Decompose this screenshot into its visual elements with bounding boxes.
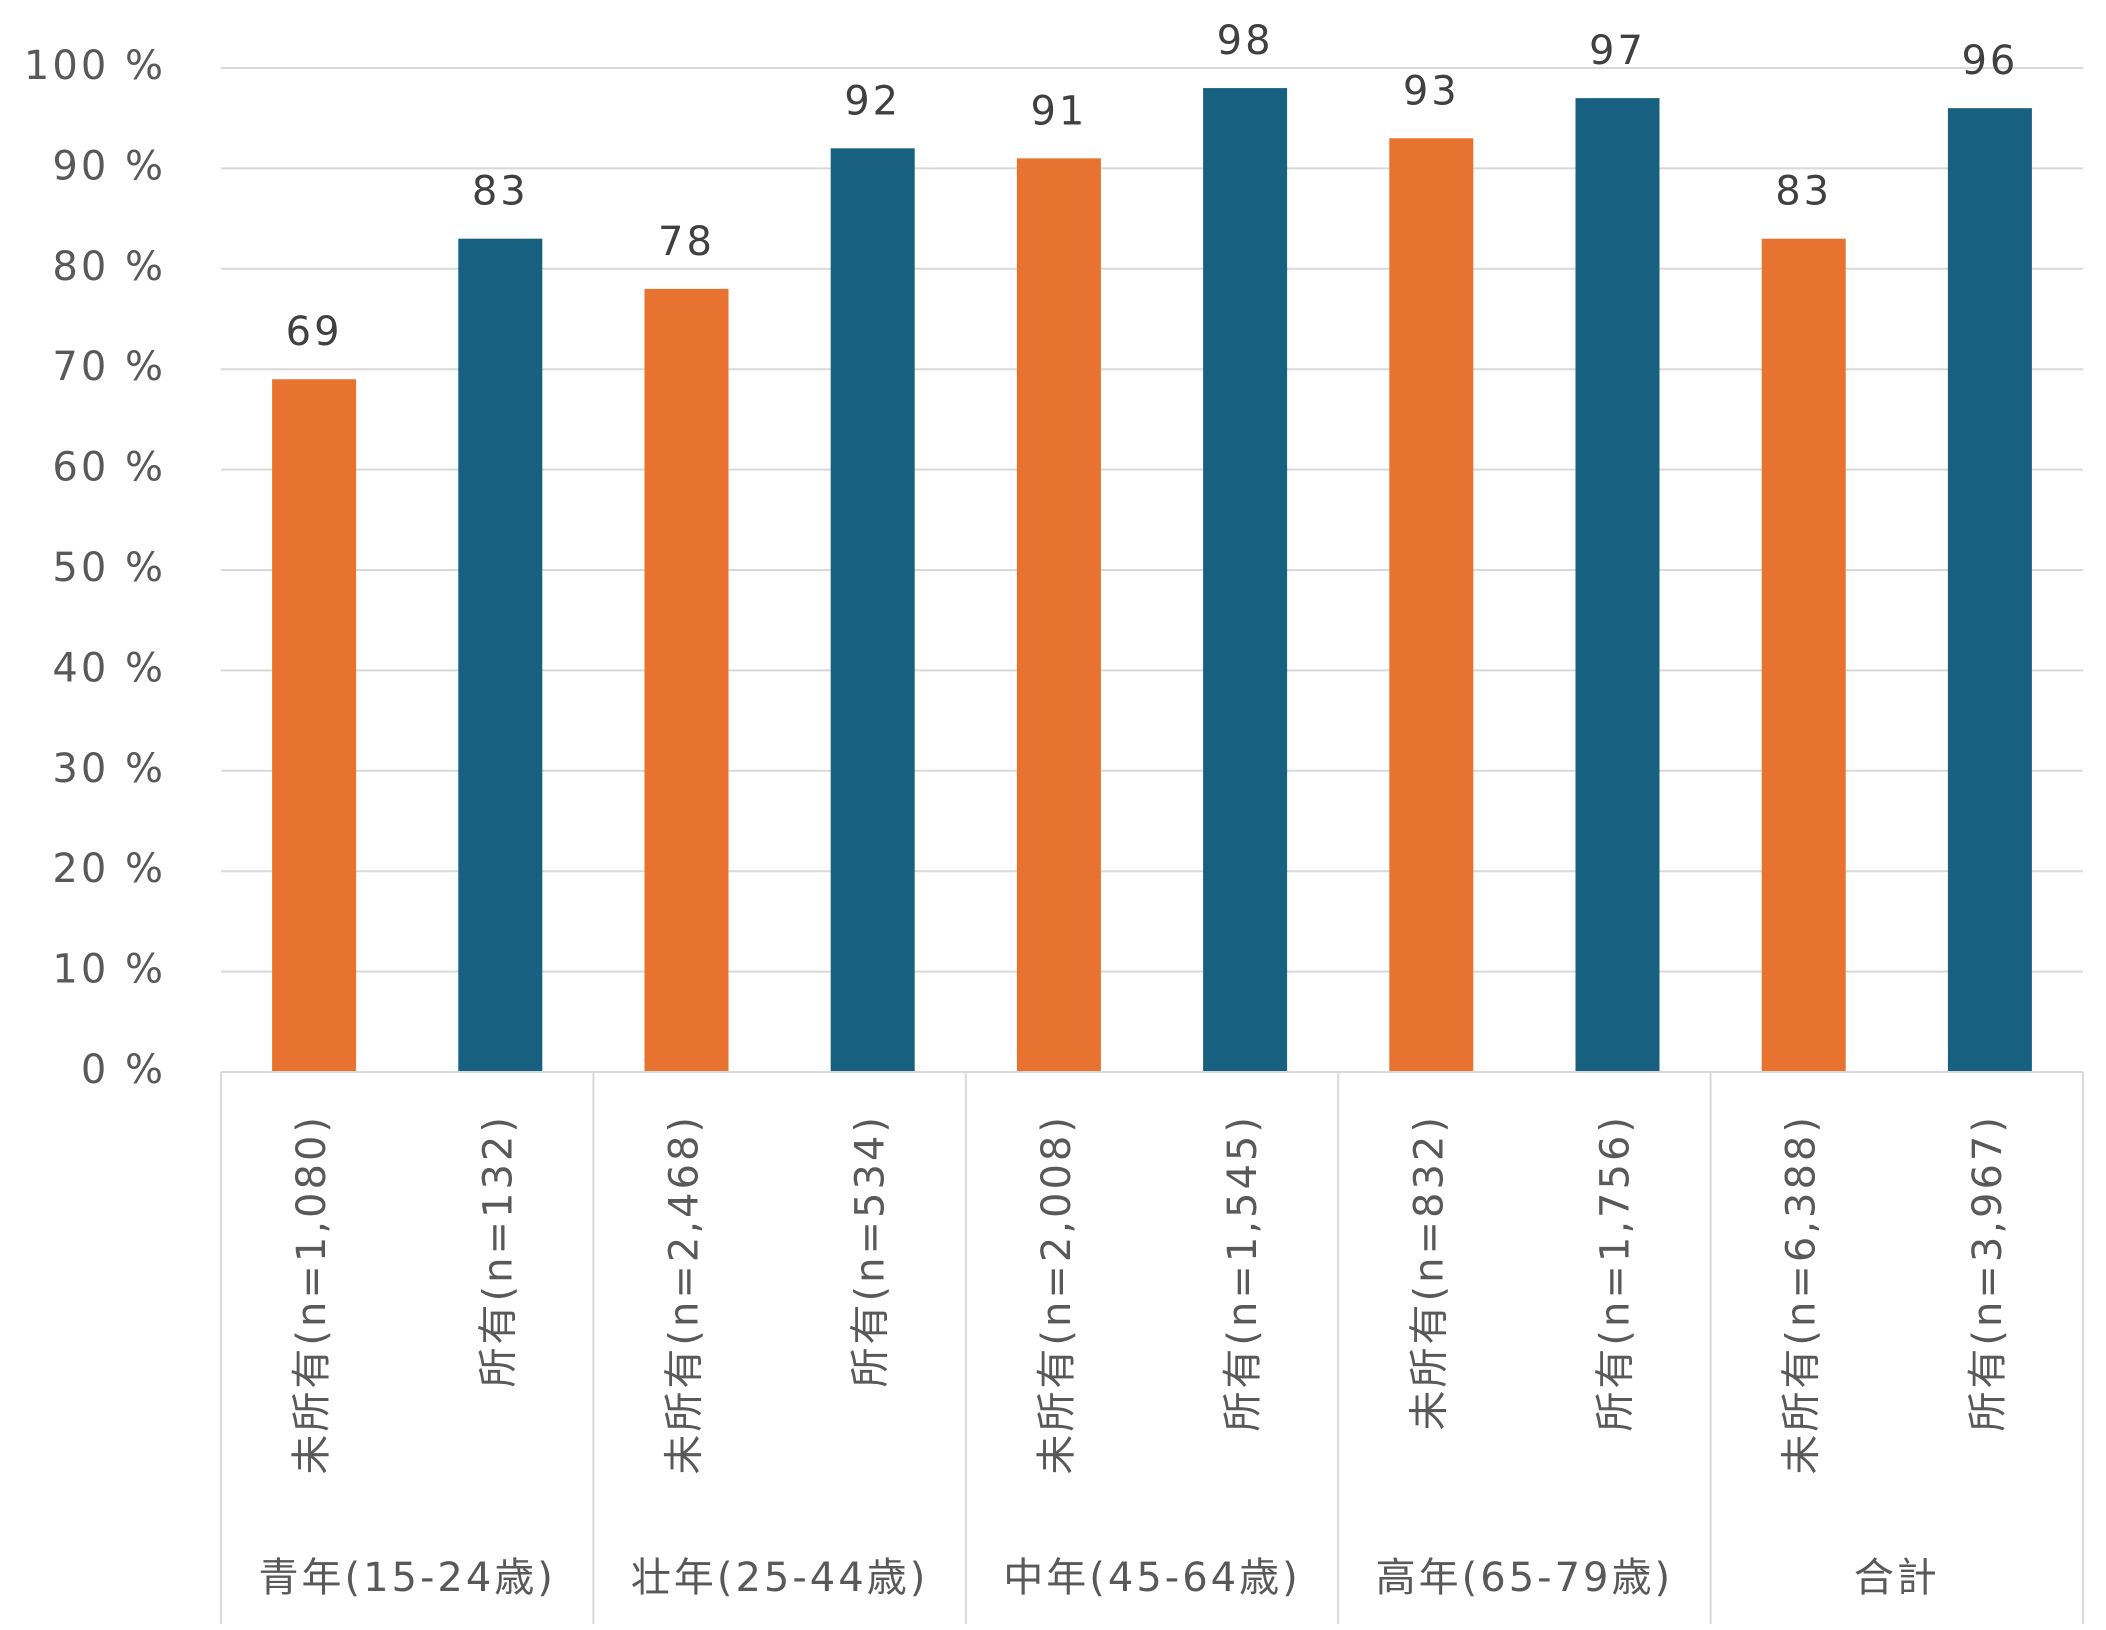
y-tick-label: 50 % (52, 545, 166, 591)
y-tick-label: 90 % (52, 143, 166, 189)
x-tick-label: 未所有(n=6,388) (1779, 1114, 1825, 1475)
value-label: 96 (1961, 38, 2018, 84)
x-tick-label: 所有(n=132) (475, 1114, 521, 1387)
value-label: 98 (1217, 18, 1274, 64)
value-label: 83 (1775, 169, 1832, 215)
value-label: 91 (1030, 88, 1087, 134)
bar (1947, 108, 2032, 1072)
x-tick-label: 未所有(n=832) (1406, 1114, 1452, 1430)
value-label: 69 (286, 309, 343, 355)
value-label: 78 (658, 219, 715, 265)
x-tick-label: 所有(n=1,756) (1593, 1114, 1639, 1432)
x-tick-label: 未所有(n=2,008) (1034, 1114, 1080, 1475)
value-label: 83 (472, 169, 529, 215)
y-tick-label: 0 % (81, 1047, 166, 1093)
y-tick-label: 40 % (52, 645, 166, 691)
y-tick-label: 70 % (52, 344, 166, 390)
group-label: 合計 (1854, 1555, 1940, 1601)
bar (1761, 238, 1846, 1072)
group-label: 高年(65-79歳) (1376, 1555, 1673, 1601)
y-tick-label: 20 % (52, 846, 166, 892)
value-label: 92 (844, 78, 901, 124)
x-tick-label: 未所有(n=1,080) (289, 1114, 335, 1475)
bar (272, 379, 357, 1072)
y-tick-label: 80 % (52, 244, 166, 290)
y-tick-label: 100 % (24, 43, 166, 89)
bar (830, 148, 915, 1072)
group-label: 壮年(25-44歳) (631, 1555, 928, 1601)
x-tick-label: 所有(n=3,967) (1965, 1114, 2011, 1432)
y-tick-label: 10 % (52, 947, 166, 993)
value-label: 97 (1589, 28, 1646, 74)
y-tick-label: 30 % (52, 746, 166, 792)
bar (644, 288, 729, 1072)
bar (1389, 138, 1474, 1072)
bar (458, 238, 543, 1072)
bar (1016, 158, 1101, 1073)
x-tick-label: 所有(n=1,545) (1220, 1114, 1266, 1432)
value-label: 93 (1403, 68, 1460, 114)
y-tick-label: 60 % (52, 445, 166, 491)
bar (1203, 88, 1288, 1072)
bar (1575, 98, 1660, 1073)
group-label: 中年(45-64歳) (1003, 1555, 1300, 1601)
x-tick-label: 未所有(n=2,468) (662, 1114, 708, 1475)
group-label: 青年(15-24歳) (258, 1555, 555, 1601)
x-tick-label: 所有(n=534) (848, 1114, 894, 1387)
